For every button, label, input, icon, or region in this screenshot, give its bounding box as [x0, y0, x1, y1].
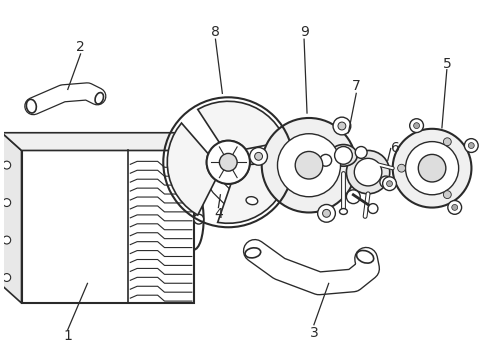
Circle shape: [3, 161, 11, 169]
Circle shape: [335, 147, 352, 164]
Circle shape: [468, 143, 474, 148]
Text: 2: 2: [76, 40, 85, 54]
Circle shape: [320, 154, 332, 166]
Text: 3: 3: [310, 325, 318, 339]
Circle shape: [418, 154, 446, 182]
Circle shape: [318, 204, 335, 222]
Circle shape: [406, 141, 459, 195]
Text: 8: 8: [211, 25, 220, 39]
Circle shape: [387, 181, 392, 186]
Polygon shape: [2, 133, 22, 303]
Circle shape: [295, 152, 323, 179]
Ellipse shape: [357, 251, 374, 263]
Ellipse shape: [95, 93, 103, 104]
Bar: [22, 150, 194, 303]
Circle shape: [346, 150, 390, 194]
Circle shape: [338, 122, 346, 130]
Ellipse shape: [330, 145, 357, 166]
Circle shape: [368, 204, 378, 213]
Circle shape: [448, 201, 462, 214]
Circle shape: [277, 134, 341, 197]
Circle shape: [220, 153, 237, 171]
Circle shape: [262, 118, 356, 212]
Circle shape: [3, 236, 11, 244]
Text: 5: 5: [442, 57, 451, 71]
Polygon shape: [198, 101, 286, 149]
Circle shape: [194, 214, 204, 224]
Circle shape: [443, 138, 451, 146]
Circle shape: [3, 274, 11, 282]
Text: 6: 6: [391, 141, 400, 156]
Polygon shape: [2, 133, 194, 150]
Circle shape: [207, 141, 250, 184]
Circle shape: [346, 190, 360, 204]
Circle shape: [452, 204, 458, 210]
Ellipse shape: [246, 197, 258, 205]
Text: 4: 4: [214, 207, 223, 221]
Circle shape: [392, 129, 471, 208]
Circle shape: [250, 148, 268, 165]
Polygon shape: [218, 162, 289, 223]
Circle shape: [414, 123, 419, 129]
Text: 1: 1: [63, 329, 72, 343]
Ellipse shape: [340, 208, 347, 215]
Circle shape: [383, 177, 396, 190]
Circle shape: [354, 158, 382, 186]
Circle shape: [443, 191, 451, 199]
Circle shape: [333, 117, 351, 135]
Circle shape: [355, 147, 367, 158]
Circle shape: [410, 119, 423, 132]
Text: 7: 7: [352, 80, 361, 94]
Circle shape: [322, 210, 330, 217]
Circle shape: [255, 152, 263, 160]
Text: 9: 9: [300, 25, 309, 39]
Circle shape: [380, 176, 392, 188]
Circle shape: [3, 199, 11, 207]
Ellipse shape: [245, 248, 261, 258]
Polygon shape: [167, 123, 216, 215]
Circle shape: [465, 139, 478, 152]
Circle shape: [397, 164, 406, 172]
Ellipse shape: [26, 99, 36, 113]
